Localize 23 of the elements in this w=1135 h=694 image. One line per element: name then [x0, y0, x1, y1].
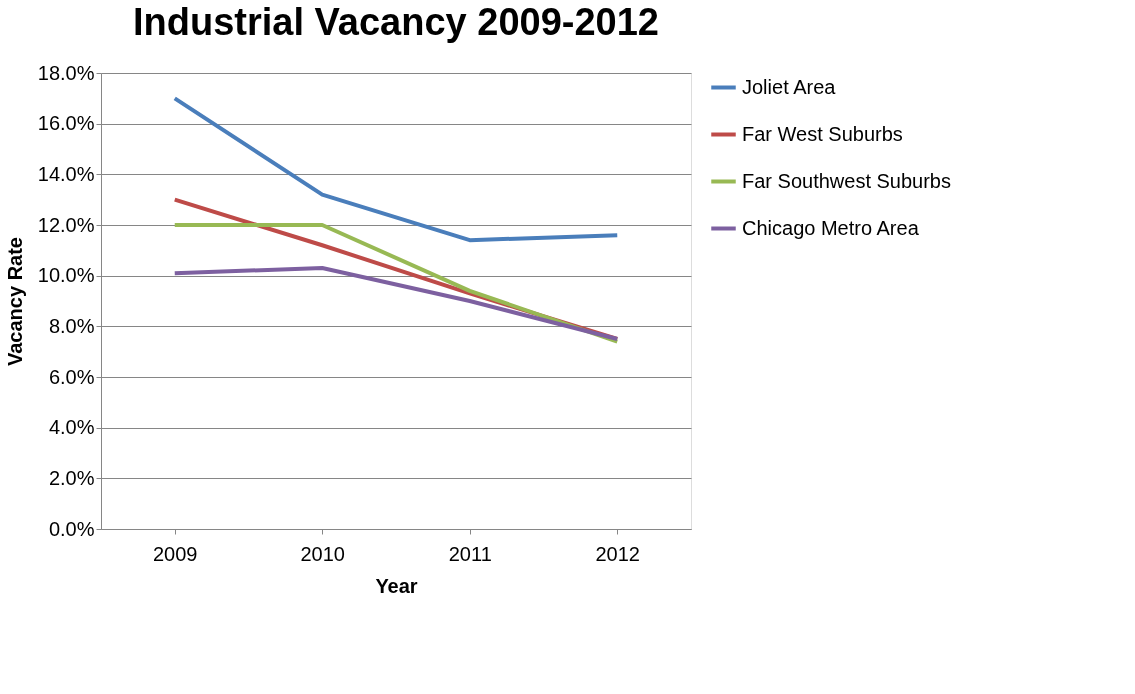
x-tick-label: 2009 [153, 542, 198, 565]
line-series [172, 266, 620, 341]
x-tick-label: 2010 [300, 542, 345, 565]
y-tick-label: 14.0% [37, 162, 95, 185]
y-tick-label: 6.0% [48, 365, 95, 388]
x-axis-title: Year [375, 574, 418, 597]
y-tick-label: 0.0% [48, 517, 95, 540]
y-tick-label: 10.0% [37, 264, 95, 287]
y-tick-label: 12.0% [37, 213, 95, 236]
x-tick-label: 2011 [448, 542, 492, 565]
legend-label: Far Southwest Suburbs [742, 169, 951, 192]
legend-label: Far West Suburbs [742, 122, 903, 145]
chart-title: Industrial Vacancy 2009-2012 [133, 1, 659, 43]
x-tick-label: 2012 [595, 542, 640, 565]
y-tick-label: 18.0% [37, 61, 95, 84]
legend-label: Joliet Area [742, 75, 837, 98]
y-tick-label: 4.0% [48, 416, 95, 439]
y-axis-title: Vacancy Rate [3, 237, 26, 366]
y-tick-label: 16.0% [37, 112, 95, 135]
line-series [172, 96, 620, 243]
y-tick-label: 2.0% [48, 466, 95, 489]
y-tick-label: 8.0% [48, 314, 95, 337]
legend-label: Chicago Metro Area [742, 216, 920, 239]
